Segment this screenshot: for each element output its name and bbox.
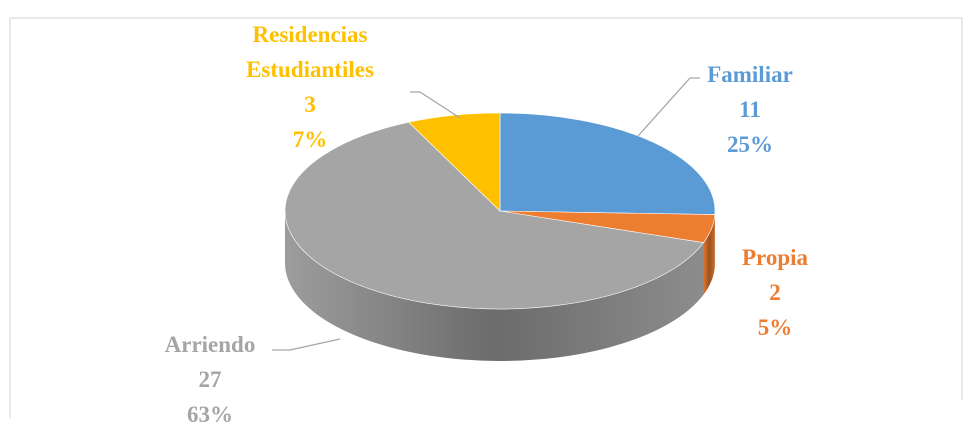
leader-lines xyxy=(272,77,700,351)
label-percent: 5% xyxy=(757,315,793,340)
data-label: Propia 2 5% xyxy=(742,240,808,345)
slice xyxy=(499,112,716,215)
label-name: Familiar xyxy=(707,62,793,87)
label-value: 3 xyxy=(304,92,316,117)
label-value: 27 xyxy=(198,367,222,392)
leader-line xyxy=(272,338,341,351)
data-label: Residencias Estudiantiles 3 7% xyxy=(210,17,410,157)
leader-line xyxy=(637,77,700,137)
slice xyxy=(284,121,705,310)
label-percent: 7% xyxy=(292,127,328,152)
label-name: Residencias Estudiantiles xyxy=(246,22,374,82)
label-value: 2 xyxy=(769,280,781,305)
label-name: Propia xyxy=(741,245,809,270)
slice-side-shade xyxy=(703,214,715,295)
label-name: Arriendo xyxy=(164,332,256,357)
data-label: Arriendo 27 63% xyxy=(165,327,256,429)
data-label: Familiar 11 25% xyxy=(707,57,793,162)
leader-line xyxy=(410,91,461,119)
label-percent: 25% xyxy=(727,132,773,157)
label-value: 11 xyxy=(739,97,761,122)
chart-border xyxy=(9,17,963,418)
slice xyxy=(408,112,501,212)
slice-side-shade xyxy=(285,211,704,361)
pie xyxy=(284,112,716,361)
label-percent: 63% xyxy=(187,402,233,427)
